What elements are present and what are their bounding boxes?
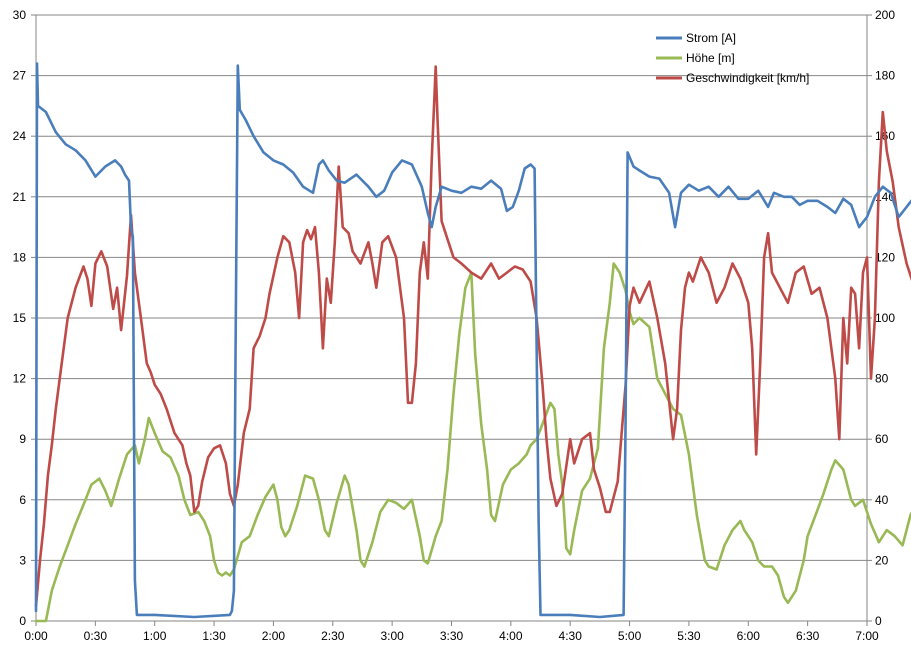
legend-label: Höhe [m] — [686, 51, 735, 65]
x-tick-label: 2:30 — [321, 629, 345, 643]
y-right-tick-label: 40 — [875, 493, 889, 507]
y-left-tick-label: 30 — [13, 8, 27, 22]
legend-label: Strom [A] — [686, 31, 736, 45]
x-tick-label: 1:30 — [202, 629, 226, 643]
x-tick-label: 6:30 — [796, 629, 820, 643]
y-right-tick-label: 20 — [875, 553, 889, 567]
y-left-tick-label: 24 — [13, 129, 27, 143]
x-tick-label: 3:30 — [440, 629, 464, 643]
y-left-tick-label: 27 — [13, 69, 27, 83]
y-left-tick-label: 21 — [13, 190, 27, 204]
x-tick-label: 0:00 — [24, 629, 48, 643]
series-line-geschwindigkeit-km-h — [34, 65, 911, 608]
y-left-tick-label: 0 — [19, 614, 26, 628]
x-tick-label: 5:30 — [677, 629, 701, 643]
y-right-tick-label: 100 — [875, 311, 895, 325]
x-tick-label: 5:00 — [618, 629, 642, 643]
y-left-tick-label: 18 — [13, 250, 27, 264]
series-line-h-he-m — [34, 262, 911, 623]
y-right-tick-label: 60 — [875, 432, 889, 446]
x-tick-label: 1:00 — [143, 629, 167, 643]
x-axis: 0:00 0:30 1:00 1:30 2:00 2:30 3:00 3:30 4:00 4:30… — [24, 621, 879, 643]
x-tick-label: 4:30 — [559, 629, 583, 643]
x-tick-label: 4:00 — [499, 629, 523, 643]
y-left-tick-label: 15 — [13, 311, 27, 325]
series-layer — [34, 62, 911, 623]
legend-label: Geschwindigkeit [km/h] — [686, 71, 809, 85]
series-line-strom-a — [34, 62, 911, 619]
y-left-tick-label: 12 — [13, 372, 27, 386]
legend: Strom [A] Höhe [m] Geschwindigkeit [km/h] — [656, 31, 809, 85]
x-tick-label: 2:00 — [262, 629, 286, 643]
y-right-tick-label: 80 — [875, 372, 889, 386]
y-axis-left: 0 3 6 9 12 15 18 21 24 27 30 — [13, 8, 36, 628]
y-left-tick-label: 9 — [19, 432, 26, 446]
y-left-tick-label: 6 — [19, 493, 26, 507]
y-right-tick-label: 120 — [875, 250, 895, 264]
y-right-tick-label: 180 — [875, 69, 895, 83]
x-tick-label: 3:00 — [380, 629, 404, 643]
y-right-tick-label: 0 — [875, 614, 882, 628]
x-tick-label: 0:30 — [84, 629, 108, 643]
x-tick-label: 6:00 — [737, 629, 761, 643]
y-left-tick-label: 3 — [19, 553, 26, 567]
x-tick-label: 7:00 — [855, 629, 879, 643]
y-right-tick-label: 200 — [875, 8, 895, 22]
gridlines — [36, 14, 867, 622]
